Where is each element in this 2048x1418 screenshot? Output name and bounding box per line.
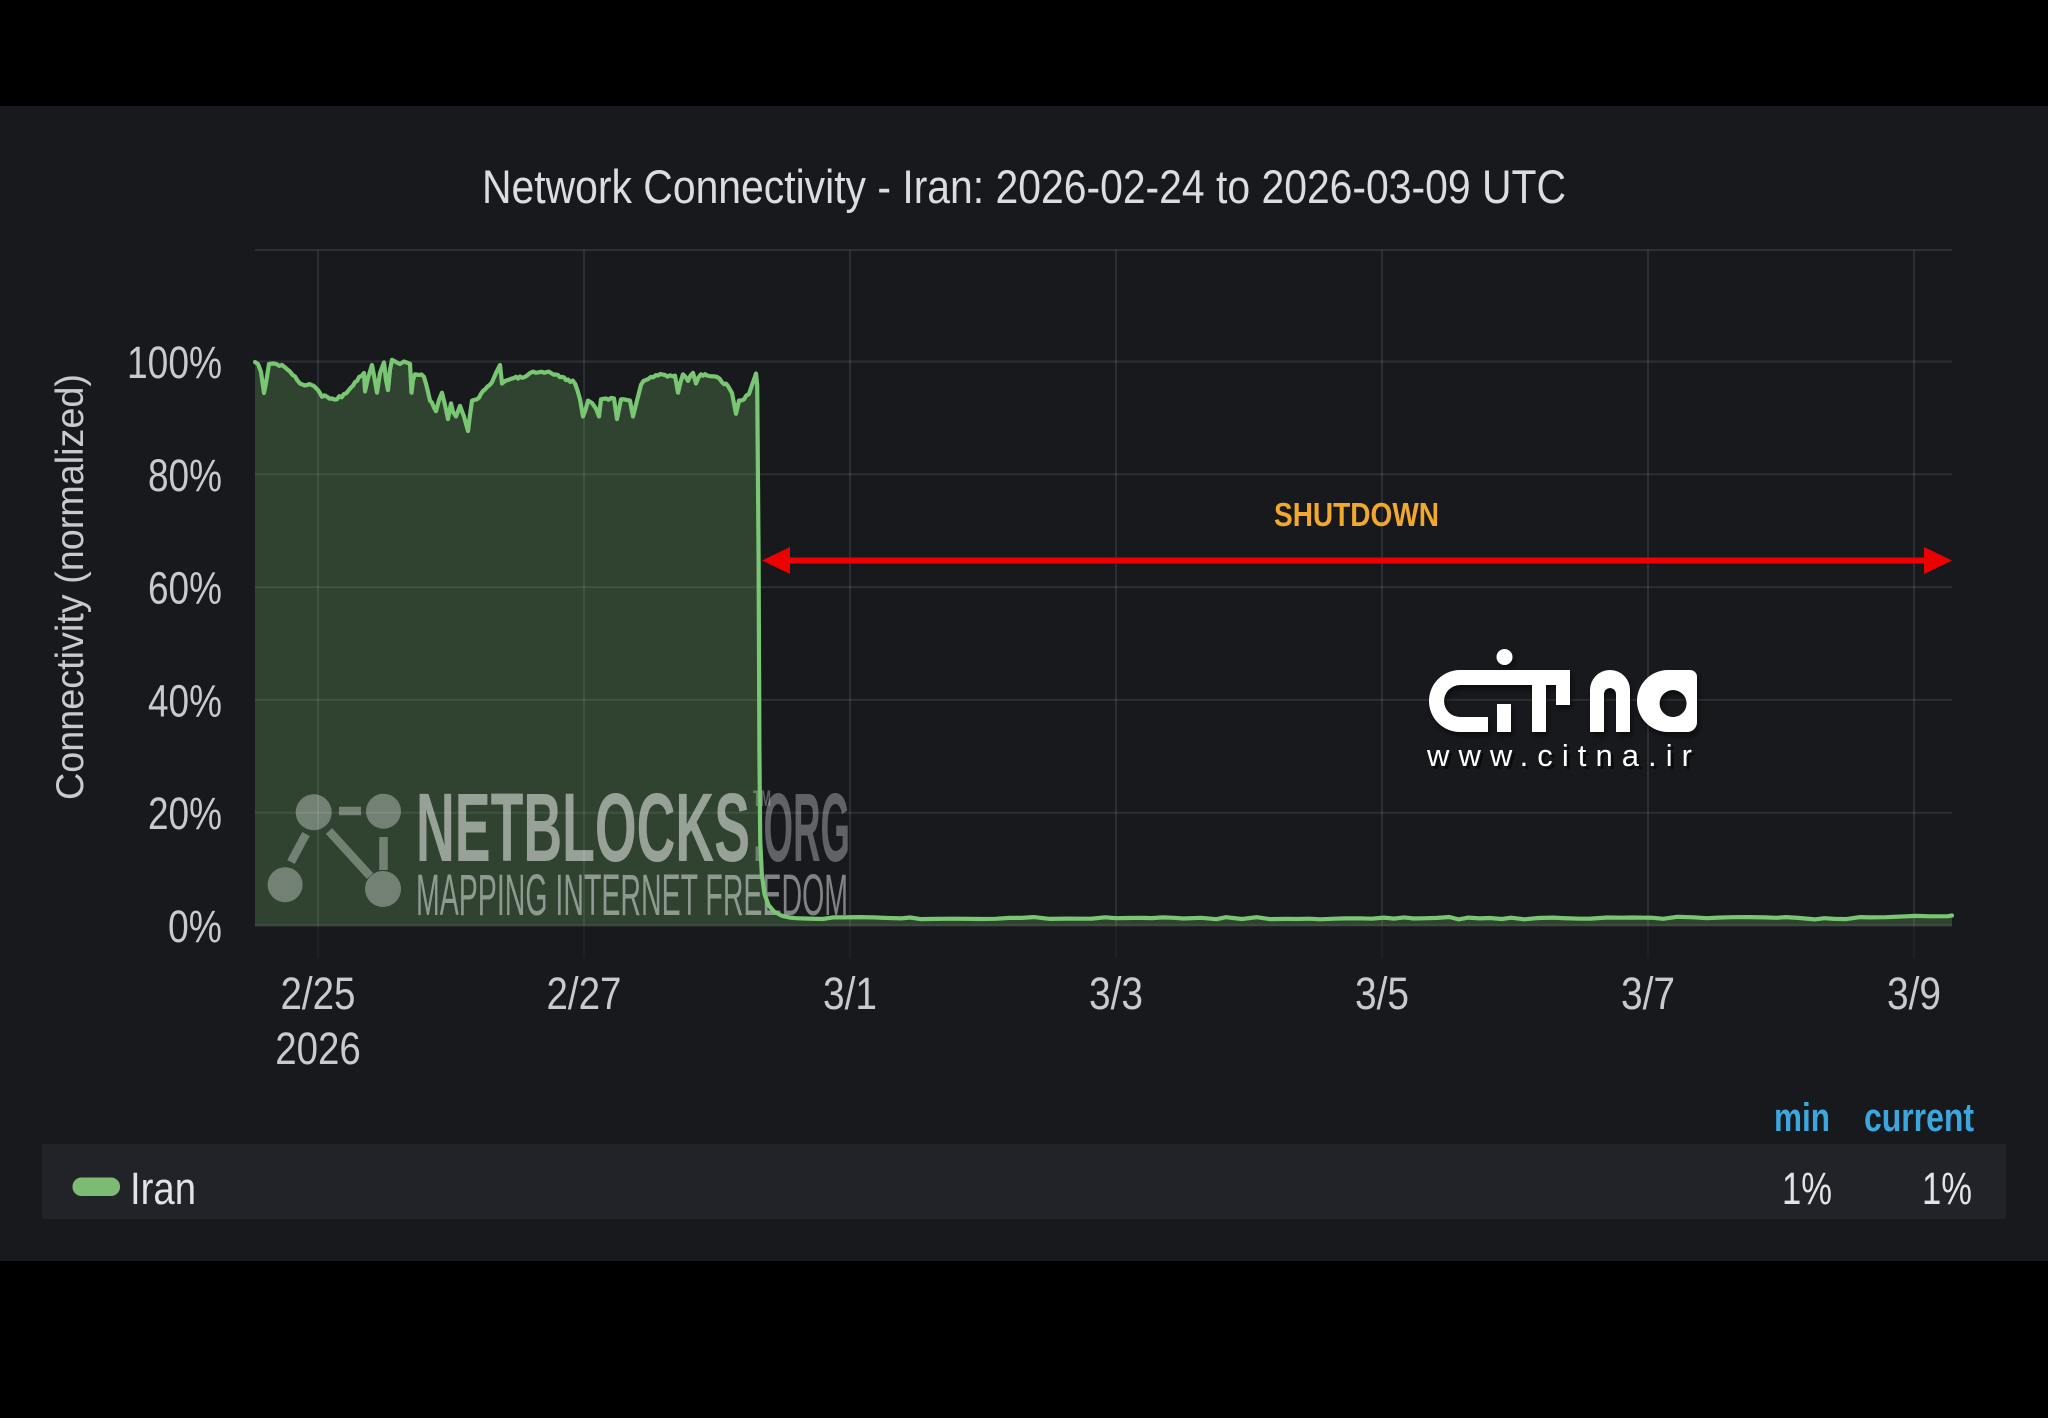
svg-text:SHUTDOWN: SHUTDOWN [1274, 496, 1439, 533]
svg-text:MAPPING INTERNET FREEDOM: MAPPING INTERNET FREEDOM [416, 863, 848, 928]
svg-text:current: current [1864, 1096, 1974, 1140]
svg-text:20%: 20% [148, 788, 222, 839]
svg-text:40%: 40% [148, 675, 222, 726]
svg-text:min: min [1774, 1096, 1830, 1140]
svg-text:80%: 80% [148, 450, 222, 501]
svg-text:2/27: 2/27 [547, 968, 622, 1019]
svg-text:3/9: 3/9 [1887, 968, 1941, 1019]
svg-text:NETBLOCKS: NETBLOCKS [416, 773, 750, 882]
svg-text:2026: 2026 [275, 1023, 361, 1074]
svg-text:1%: 1% [1782, 1163, 1832, 1214]
svg-text:Iran: Iran [130, 1163, 196, 1214]
svg-text:3/5: 3/5 [1355, 968, 1409, 1019]
svg-text:.ORG: .ORG [753, 773, 850, 882]
svg-text:0%: 0% [168, 901, 222, 952]
svg-text:3/1: 3/1 [823, 968, 877, 1019]
svg-text:3/3: 3/3 [1089, 968, 1143, 1019]
svg-text:TM: TM [753, 786, 771, 811]
svg-text:Network Connectivity - Iran: 2: Network Connectivity - Iran: 2026-02-24 … [482, 160, 1566, 213]
svg-text:2/25: 2/25 [281, 968, 356, 1019]
svg-text:3/7: 3/7 [1621, 968, 1675, 1019]
svg-text:100%: 100% [127, 337, 222, 388]
svg-text:60%: 60% [148, 563, 222, 614]
svg-text:Connectivity (normalized): Connectivity (normalized) [49, 374, 92, 800]
svg-text:1%: 1% [1922, 1163, 1972, 1214]
